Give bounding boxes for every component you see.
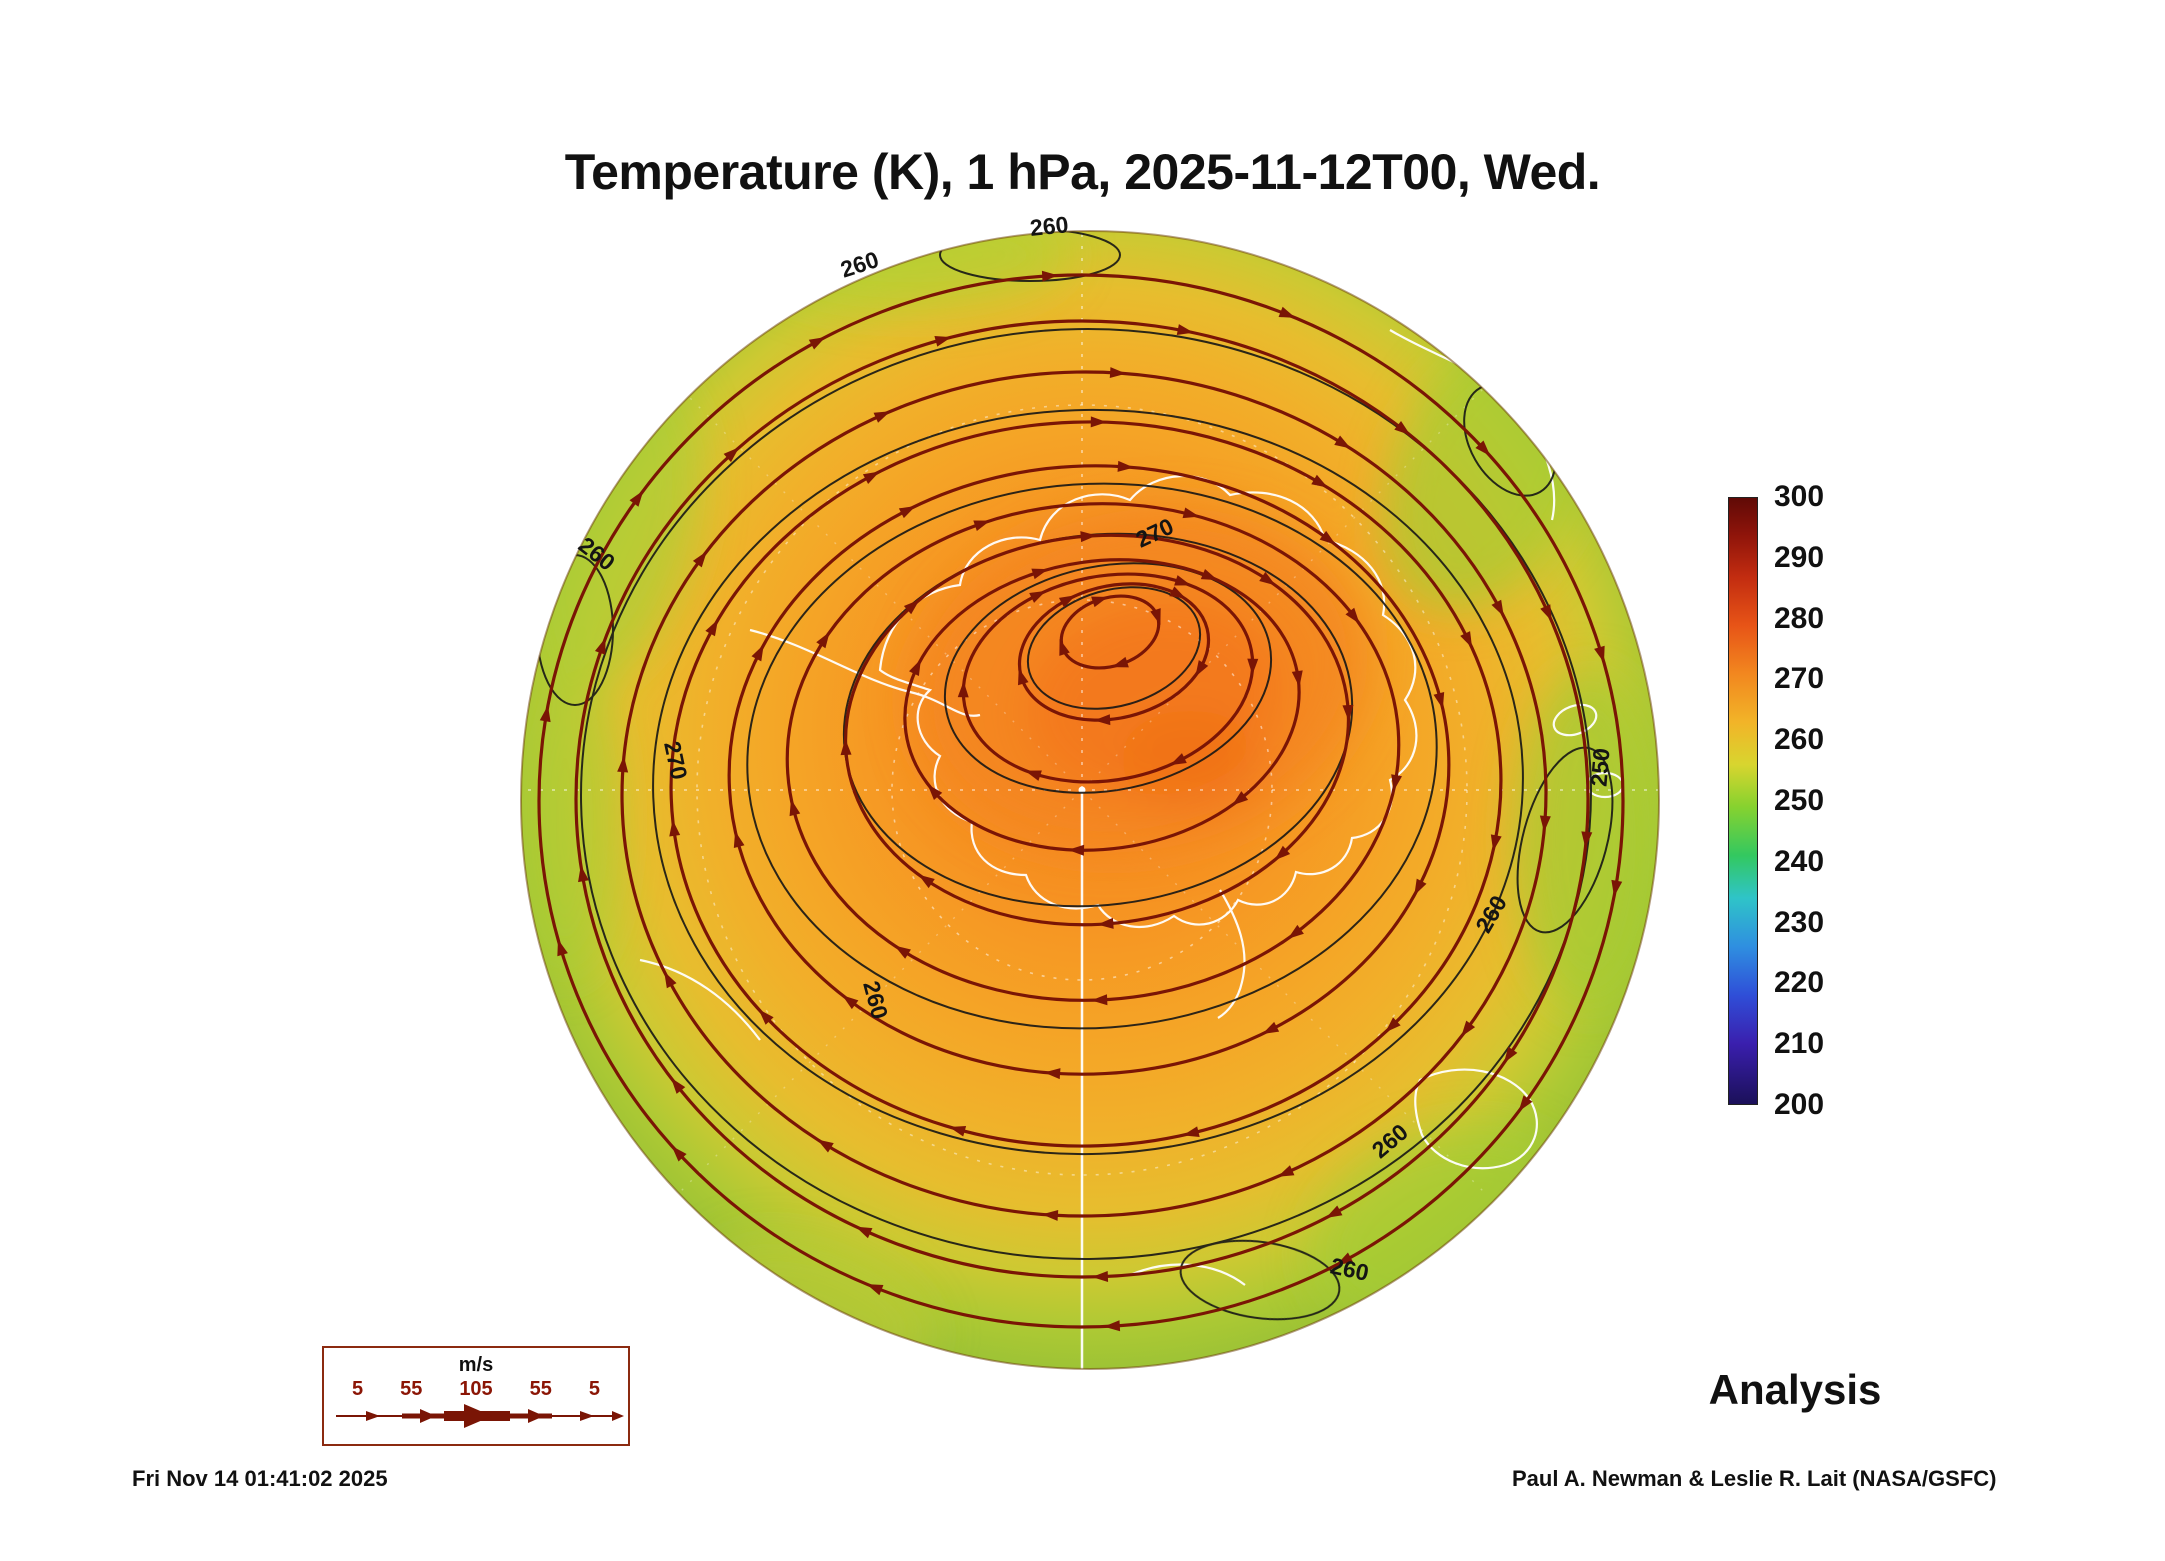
colorbar-tick-label: 220 bbox=[1774, 966, 1825, 1000]
wind-unit-label: m/s bbox=[458, 1354, 494, 1376]
colorbar-tick-label: 230 bbox=[1774, 905, 1825, 939]
globe-rim bbox=[520, 230, 1660, 1370]
wind-speed-value: 55 bbox=[400, 1378, 423, 1400]
contour-label: 250 bbox=[1585, 747, 1614, 787]
wind-speed-legend: m/s 5 55 105 55 5 bbox=[322, 1346, 630, 1446]
colorbar-tick-label: 270 bbox=[1774, 662, 1825, 696]
analysis-label: Analysis bbox=[1708, 1366, 1882, 1413]
graticule bbox=[521, 231, 1658, 1369]
wind-speed-value: 55 bbox=[529, 1378, 552, 1400]
colorbar: 300 290 280 270 260 250 240 230 220 210 200 bbox=[1728, 480, 1888, 1121]
generation-timestamp: Fri Nov 14 01:41:02 2025 bbox=[132, 1466, 388, 1491]
colorbar-tick-label: 210 bbox=[1774, 1027, 1825, 1061]
wind-arrow-glyph bbox=[336, 1404, 624, 1428]
wind-speed-values: 5 55 105 55 5 bbox=[324, 1378, 628, 1401]
wind-streamlines bbox=[537, 270, 1625, 1332]
globe-map-container: 260 260 260 270 270 250 260 260 260 260 bbox=[490, 200, 1690, 1400]
temperature-contours bbox=[536, 231, 1614, 1321]
colorbar-gradient bbox=[1728, 497, 1758, 1105]
page-title: Temperature (K), 1 hPa, 2025-11-12T00, W… bbox=[564, 144, 1601, 200]
globe-map: 260 260 260 270 270 250 260 260 260 260 bbox=[520, 211, 1660, 1370]
colorbar-tick-label: 240 bbox=[1774, 844, 1825, 878]
wind-speed-value: 105 bbox=[459, 1378, 493, 1400]
colorbar-tick-label: 250 bbox=[1774, 784, 1825, 817]
colorbar-tick-label: 260 bbox=[1774, 723, 1825, 757]
wind-speed-value: 5 bbox=[588, 1378, 600, 1400]
colorbar-tick-label: 280 bbox=[1774, 601, 1825, 635]
wind-speed-value: 5 bbox=[352, 1378, 364, 1400]
colorbar-tick-label: 200 bbox=[1774, 1088, 1825, 1121]
colorbar-tick-labels: 300 290 280 270 260 250 240 230 220 210 200 bbox=[1774, 480, 1884, 1121]
contour-label: 260 bbox=[1029, 211, 1070, 241]
colorbar-tick-label: 300 bbox=[1774, 480, 1825, 513]
credit-text: Paul A. Newman & Leslie R. Lait (NASA/GS… bbox=[1512, 1466, 1997, 1491]
colorbar-tick-label: 290 bbox=[1774, 540, 1825, 574]
